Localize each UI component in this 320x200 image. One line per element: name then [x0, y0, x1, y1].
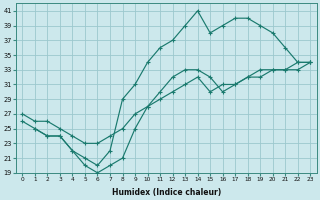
X-axis label: Humidex (Indice chaleur): Humidex (Indice chaleur) [112, 188, 221, 197]
